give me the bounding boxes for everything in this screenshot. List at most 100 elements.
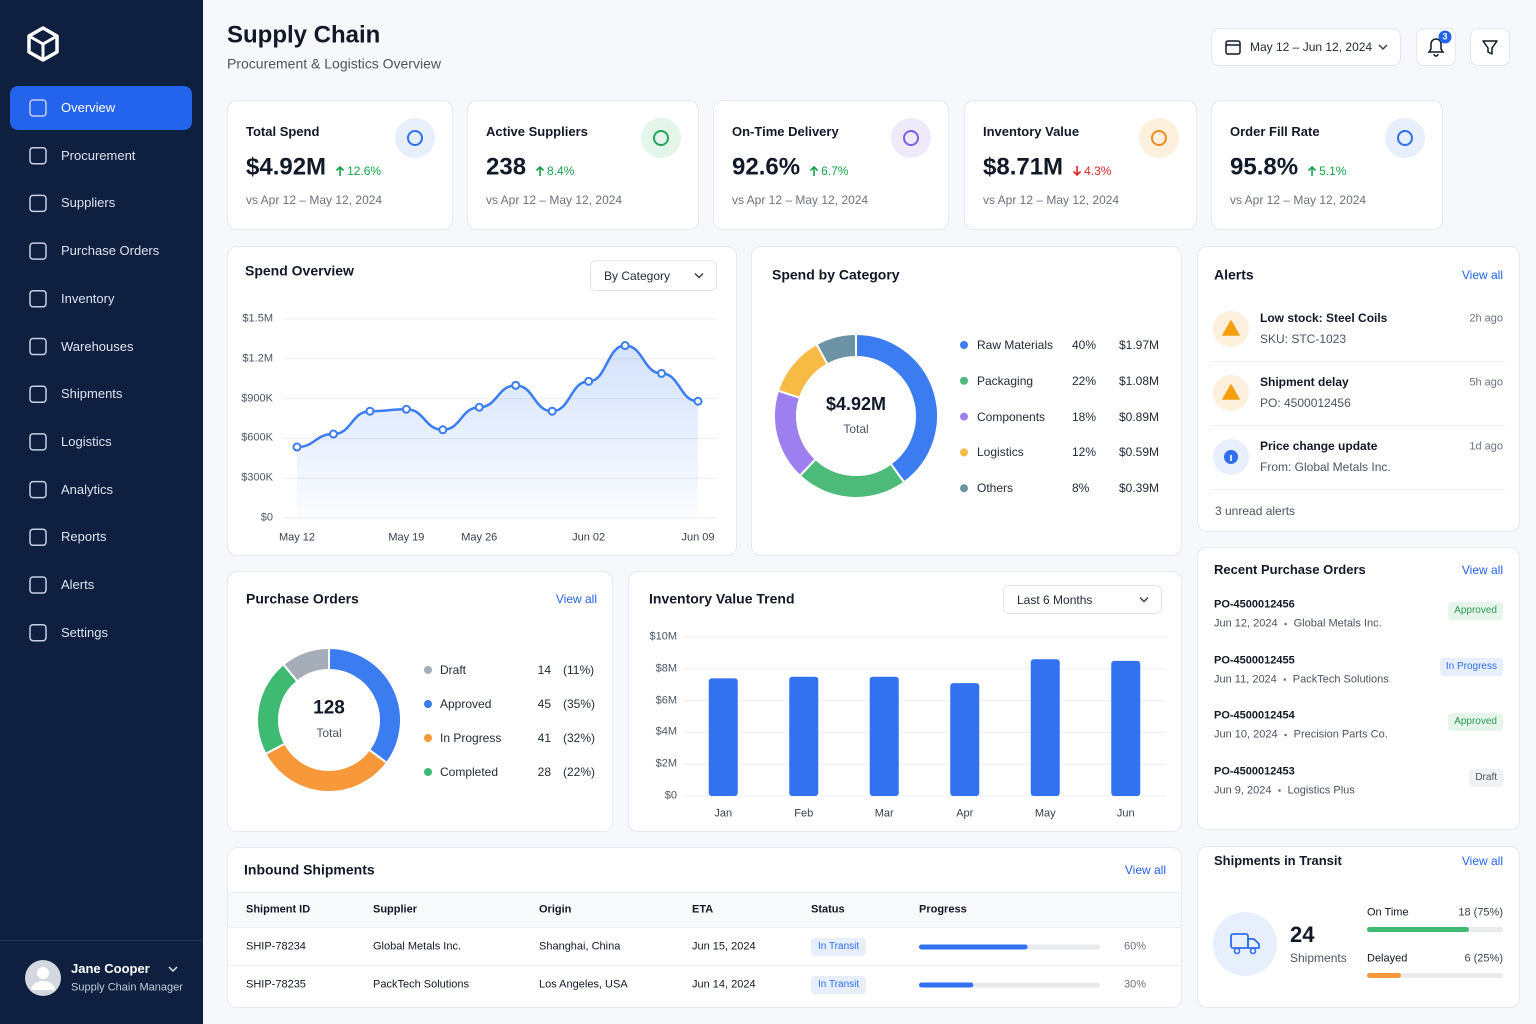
view-all-link[interactable]: View all [1461, 267, 1503, 282]
nav-item[interactable]: Inventory [61, 291, 115, 306]
bell-icon [1427, 38, 1445, 57]
chart-title: Spend Overview [245, 262, 354, 279]
point [620, 341, 630, 351]
order-id[interactable]: PO-4500012453 [1214, 764, 1295, 777]
status-badge: In Transit [811, 976, 867, 994]
view-all-link[interactable]: View all [1124, 862, 1166, 877]
table-cell: Jun 15, 2024 [692, 940, 756, 953]
order-vendor: Global Metals Inc. [1293, 617, 1382, 630]
kpi-icon [653, 130, 669, 146]
legend-dot [960, 484, 968, 493]
legend-dot [960, 448, 968, 457]
nav-item[interactable]: Shipments [61, 386, 123, 402]
nav-icon [29, 385, 47, 403]
nav-item[interactable]: Reports [61, 529, 107, 545]
nav-icon [29, 576, 47, 594]
user-name[interactable]: Jane Cooper [71, 961, 150, 977]
bar [789, 676, 819, 796]
transit-count-label: Shipments [1290, 950, 1347, 965]
nav-item[interactable]: Settings [61, 624, 108, 640]
kpi-change: 12.6% [347, 163, 382, 178]
chevron [694, 272, 704, 279]
order-date: Jun 9, 2024 [1214, 783, 1272, 796]
view-all-link[interactable]: View all [555, 591, 597, 606]
kpi-icon [1139, 118, 1179, 158]
kpi-compare: vs Apr 12 – May 12, 2024 [246, 192, 383, 207]
order-id[interactable]: PO-4500012456 [1214, 598, 1295, 611]
alert-title[interactable]: Low stock: Steel Coils [1260, 310, 1388, 325]
nav-item[interactable]: Warehouses [61, 338, 134, 354]
area [297, 345, 698, 518]
x-tick-label: Jan [714, 807, 733, 820]
x-tick-label: Apr [956, 807, 974, 820]
point [511, 380, 521, 390]
chevron [1378, 44, 1388, 51]
legend-label: Others [977, 480, 1014, 495]
column-header: Progress [919, 903, 967, 916]
kpi-change: 5.1% [1319, 163, 1347, 178]
kpi-change: 6.7% [821, 163, 849, 178]
trend-arrow [535, 165, 545, 176]
view-all-link[interactable]: View all [1461, 853, 1503, 868]
nav-item[interactable]: Alerts [61, 577, 95, 593]
date-picker[interactable] [1211, 28, 1401, 66]
nav-item[interactable]: Purchase Orders [61, 243, 160, 259]
legend-dot [424, 734, 432, 742]
nav-item[interactable]: Procurement [61, 147, 136, 163]
dropdown[interactable] [590, 260, 717, 291]
nav-icon [29, 337, 47, 356]
nav-active[interactable] [10, 86, 192, 130]
progress-fill [1367, 973, 1401, 978]
dropdown-label[interactable]: Last 6 Months [1017, 592, 1093, 607]
chart-panel [227, 571, 613, 832]
nav-item[interactable]: Analytics [61, 481, 114, 497]
progress-label: 30% [1124, 978, 1147, 991]
order-id[interactable]: PO-4500012455 [1214, 653, 1295, 666]
x-tick-label: May 12 [278, 531, 316, 544]
y-tick-label: $0 [664, 789, 677, 802]
sidebar-divider [0, 940, 203, 941]
table-cell: Los Angeles, USA [539, 978, 628, 991]
nav-item[interactable]: Overview [61, 100, 116, 116]
legend-label: Logistics [977, 445, 1024, 460]
bar [869, 676, 899, 796]
kpi-icon [1397, 130, 1413, 146]
kpi-value: 238 [486, 153, 527, 181]
table-header [228, 892, 1181, 928]
kpi-icon [641, 118, 681, 158]
legend-dot [424, 666, 432, 674]
legend-dot [424, 700, 432, 708]
kpi-value: 95.8% [1230, 153, 1299, 181]
logo [28, 34, 58, 46]
kpi-compare: vs Apr 12 – May 12, 2024 [983, 192, 1120, 207]
bar [1111, 660, 1141, 796]
nav-item[interactable]: Logistics [61, 434, 112, 450]
kpi-compare: vs Apr 12 – May 12, 2024 [1230, 192, 1367, 207]
date-range[interactable]: May 12 – Jun 12, 2024 [1250, 39, 1373, 54]
transit-count: 24 [1290, 921, 1315, 947]
status-badge: In Transit [811, 938, 867, 956]
filter-button[interactable] [1470, 28, 1510, 66]
trend-arrow [1307, 165, 1317, 176]
donut-segment [815, 332, 857, 366]
y-tick-label: $1.2M [242, 352, 273, 365]
kpi-icon [1385, 118, 1425, 158]
kpi-value: 92.6% [732, 153, 801, 181]
alert-title[interactable]: Price change update [1260, 438, 1378, 453]
alert-title[interactable]: Shipment delay [1260, 374, 1349, 389]
dropdown-label[interactable]: By Category [604, 268, 671, 283]
point [474, 402, 484, 412]
truck-icon [1213, 912, 1277, 976]
dropdown[interactable] [1003, 585, 1162, 614]
view-all-link[interactable]: View all [1461, 562, 1503, 577]
user-role: Supply Chain Manager [71, 981, 183, 994]
bar [1030, 659, 1060, 796]
y-tick-label: $0 [260, 511, 273, 524]
nav-item[interactable]: Suppliers [61, 195, 116, 211]
kpi-label: Order Fill Rate [1230, 124, 1320, 140]
legend-dot [960, 376, 968, 385]
order-id[interactable]: PO-4500012454 [1214, 709, 1295, 722]
kpi-icon [407, 130, 423, 146]
progress-fill [919, 944, 1028, 950]
